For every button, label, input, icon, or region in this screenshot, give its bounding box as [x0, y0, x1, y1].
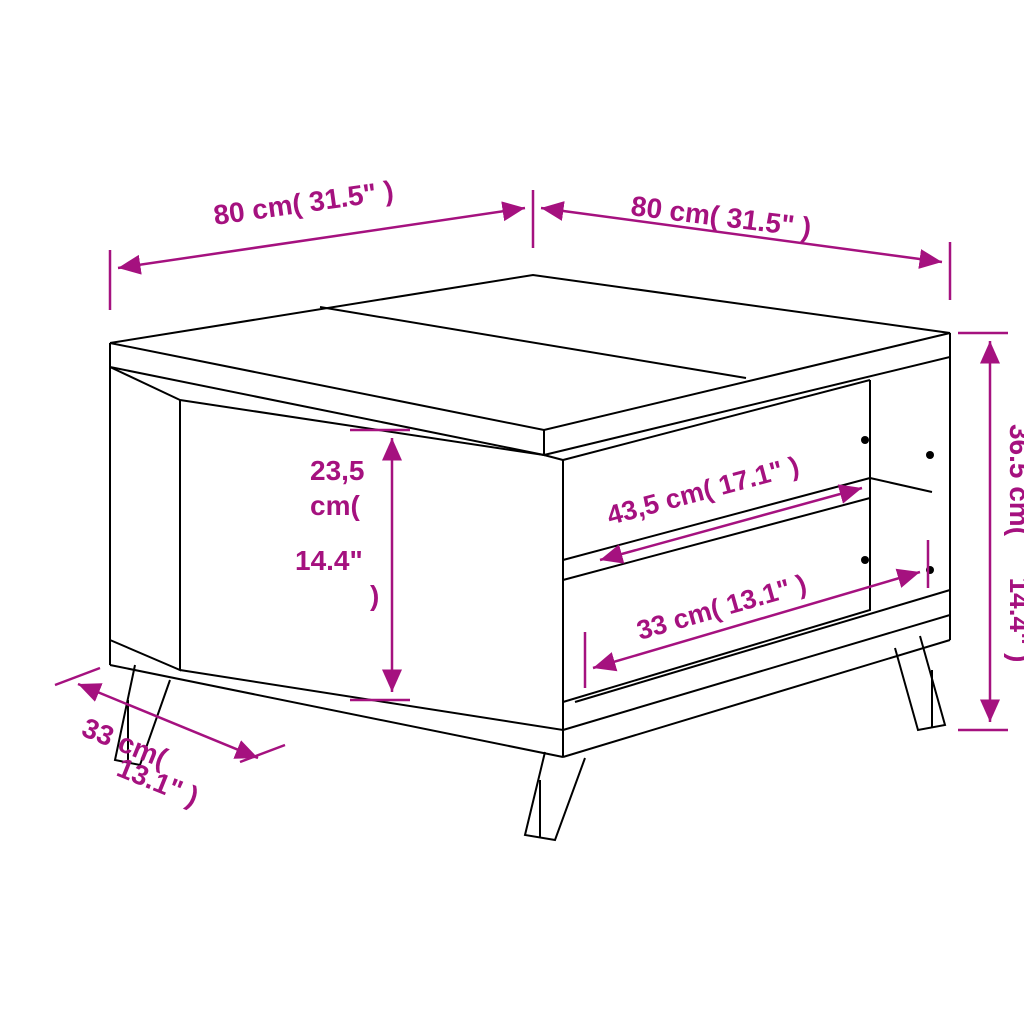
dim-inner-height-4: ): [370, 580, 379, 611]
dim-inner-depth: 43,5 cm( 17.1" ): [604, 451, 802, 531]
dim-inner-height-3: 14.4": [295, 545, 363, 576]
dim-right-height-2: 14.4" ): [1004, 578, 1024, 663]
dimension-diagram: 80 cm( 31.5" ) 80 cm( 31.5" ) 36.5 cm( 1…: [0, 0, 1024, 1024]
dim-top-right: 80 cm( 31.5" ): [629, 190, 813, 243]
dim-top-left: 80 cm( 31.5" ): [212, 175, 396, 231]
dim-shelf-width: 33 cm( 13.1" ): [633, 569, 809, 646]
dim-inner-height-1: 23,5: [310, 455, 365, 486]
dim-inner-height-2: cm(: [310, 490, 360, 521]
dim-right-height-1: 36.5 cm(: [1004, 424, 1024, 537]
